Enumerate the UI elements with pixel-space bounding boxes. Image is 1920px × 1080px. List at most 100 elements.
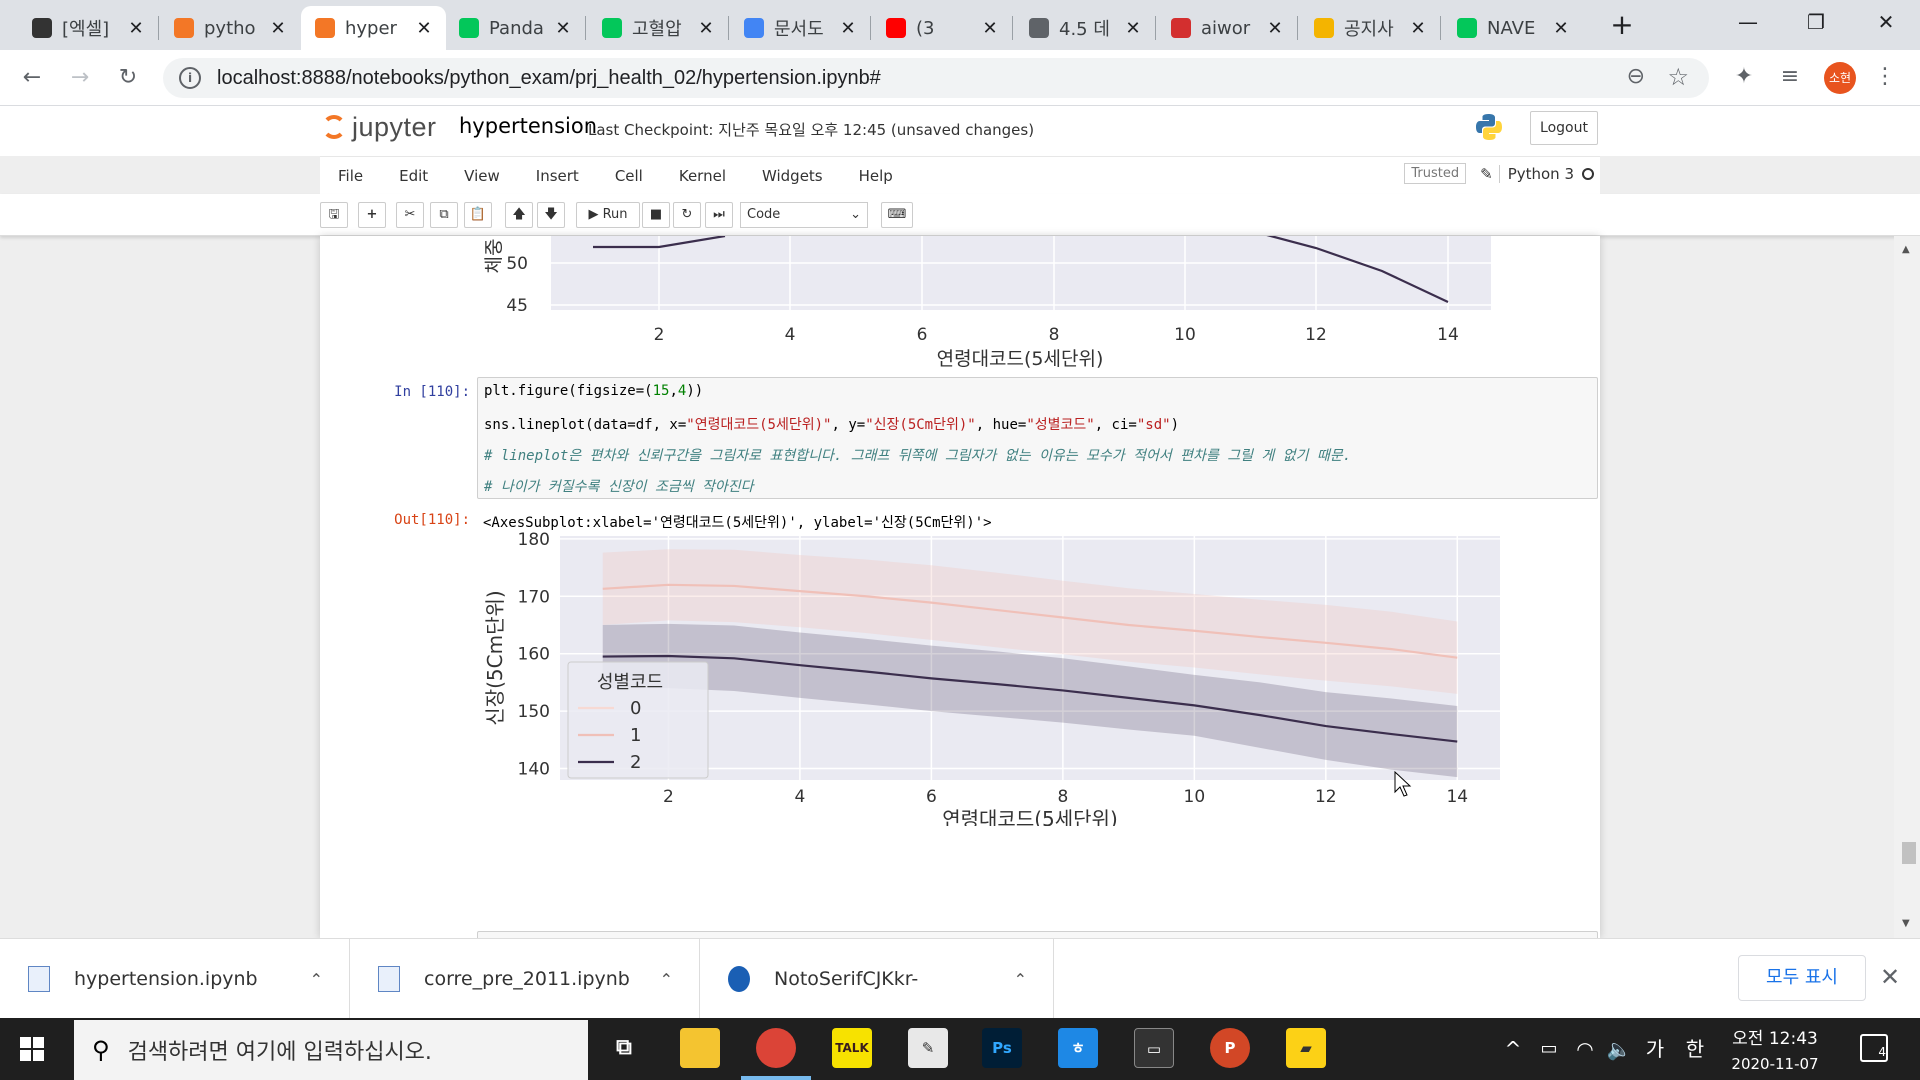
forward-arrow-icon[interactable]: → bbox=[70, 65, 90, 90]
download-item[interactable]: hypertension.ipynb ⌃ bbox=[0, 939, 350, 1019]
page-scrollbar[interactable]: ▲ ▼ bbox=[1894, 236, 1920, 938]
close-tab-icon[interactable]: ✕ bbox=[128, 17, 144, 39]
close-tab-icon[interactable]: ✕ bbox=[1267, 17, 1283, 39]
restart-icon[interactable]: ↻ bbox=[673, 202, 701, 228]
close-window-button[interactable]: ✕ bbox=[1877, 10, 1895, 34]
menu-cell[interactable]: Cell bbox=[614, 166, 643, 185]
keyboard-icon[interactable]: ⌨ bbox=[881, 202, 913, 228]
chevron-up-icon[interactable]: ⌃ bbox=[1013, 969, 1027, 989]
prev-plot-area bbox=[551, 236, 1491, 310]
tray-chevron-icon[interactable]: ^ bbox=[1504, 1037, 1522, 1061]
kernel-name[interactable]: Python 3 bbox=[1498, 164, 1574, 183]
hangul-app-icon[interactable]: ㅎ bbox=[1058, 1028, 1098, 1068]
kakaotalk-icon[interactable]: TALK bbox=[832, 1028, 872, 1068]
menu-file[interactable]: File bbox=[338, 166, 364, 185]
close-tab-icon[interactable]: ✕ bbox=[840, 17, 856, 39]
cell-type-select[interactable]: Code ⌄ bbox=[740, 202, 868, 228]
browser-tab[interactable]: 고혈압 ✕ bbox=[588, 6, 728, 50]
reload-icon[interactable]: ↻ bbox=[118, 65, 138, 90]
scroll-up-icon[interactable]: ▲ bbox=[1902, 244, 1910, 255]
zoom-icon[interactable]: ⊖ bbox=[1626, 64, 1645, 89]
close-tab-icon[interactable]: ✕ bbox=[1410, 17, 1426, 39]
task-view-icon[interactable]: ⧉ bbox=[616, 1035, 632, 1060]
browser-tab[interactable]: NAVE ✕ bbox=[1443, 6, 1583, 50]
clock[interactable]: 오전 12:43 2020-11-07 bbox=[1720, 1024, 1830, 1073]
close-tab-icon[interactable]: ✕ bbox=[698, 17, 714, 39]
photoshop-icon[interactable]: Ps bbox=[982, 1028, 1022, 1068]
trusted-badge[interactable]: Trusted bbox=[1404, 163, 1467, 184]
battery-icon[interactable]: ▭ bbox=[1540, 1038, 1558, 1059]
menu-insert[interactable]: Insert bbox=[535, 166, 579, 185]
file-explorer-icon[interactable] bbox=[680, 1028, 720, 1068]
close-tab-icon[interactable]: ✕ bbox=[982, 17, 998, 39]
pen-app-icon[interactable]: ✎ bbox=[908, 1028, 948, 1068]
move-down-icon[interactable]: 🡇 bbox=[537, 202, 565, 228]
paste-icon[interactable]: 📋 bbox=[464, 202, 492, 228]
stop-icon[interactable]: ■ bbox=[642, 202, 670, 228]
download-item[interactable]: corre_pre_2011.ipynb ⌃ bbox=[350, 939, 700, 1019]
browser-tab[interactable]: aiwor ✕ bbox=[1157, 6, 1297, 50]
extensions-icon[interactable]: ✦ bbox=[1734, 64, 1754, 89]
powerpoint-icon[interactable]: P bbox=[1210, 1028, 1250, 1068]
windows-start-icon[interactable] bbox=[20, 1037, 44, 1061]
ime-mode[interactable]: 가 bbox=[1645, 1037, 1665, 1061]
edit-pencil-icon[interactable]: ✎ bbox=[1480, 164, 1493, 183]
ime-hangul[interactable]: 한 bbox=[1685, 1037, 1705, 1061]
browser-tab[interactable]: 공지사 ✕ bbox=[1300, 6, 1440, 50]
browser-tab[interactable]: hyper ✕ bbox=[301, 6, 446, 50]
run-button[interactable]: ▶ Run bbox=[576, 202, 640, 228]
close-tab-icon[interactable]: ✕ bbox=[1125, 17, 1141, 39]
jupyter-logo[interactable]: jupyter bbox=[322, 112, 437, 143]
close-download-bar-icon[interactable]: ✕ bbox=[1880, 963, 1901, 991]
cut-icon[interactable]: ✂ bbox=[396, 202, 424, 228]
menu-dots-icon[interactable]: ⋮ bbox=[1874, 64, 1896, 89]
chrome-icon[interactable] bbox=[756, 1028, 796, 1068]
move-up-icon[interactable]: 🡅 bbox=[505, 202, 533, 228]
notebook-name[interactable]: hypertension bbox=[459, 114, 598, 138]
save-icon[interactable]: 🖫 bbox=[320, 202, 348, 228]
browser-tab[interactable]: Panda ✕ bbox=[445, 6, 585, 50]
menu-kernel[interactable]: Kernel bbox=[678, 166, 726, 185]
restore-button[interactable]: ❐ bbox=[1807, 10, 1825, 34]
browser-tab[interactable]: [엑셀] ✕ bbox=[18, 6, 158, 50]
menu-widgets[interactable]: Widgets bbox=[761, 166, 823, 185]
close-tab-icon[interactable]: ✕ bbox=[416, 17, 432, 39]
logout-button[interactable]: Logout bbox=[1530, 111, 1598, 145]
minimize-button[interactable]: — bbox=[1738, 10, 1758, 34]
menu-help[interactable]: Help bbox=[858, 166, 893, 185]
media-queue-icon[interactable]: ≡ bbox=[1780, 64, 1800, 89]
omnibox[interactable]: i localhost:8888/notebooks/python_exam/p… bbox=[163, 58, 1709, 98]
show-all-button[interactable]: 모두 표시 bbox=[1738, 955, 1866, 1001]
volume-icon[interactable]: 🔈 bbox=[1606, 1037, 1632, 1061]
wifi-icon[interactable]: ◠ bbox=[1576, 1037, 1594, 1061]
terminal-icon[interactable]: ▭ bbox=[1134, 1028, 1174, 1068]
chevron-up-icon[interactable]: ⌃ bbox=[309, 969, 323, 989]
browser-tab[interactable]: pytho ✕ bbox=[160, 6, 300, 50]
fast-forward-icon[interactable]: ⏭ bbox=[705, 202, 733, 228]
new-tab-button[interactable]: + bbox=[1610, 8, 1634, 41]
close-tab-icon[interactable]: ✕ bbox=[555, 17, 571, 39]
code-input[interactable]: plt.figure(figsize=(15,4)) sns.lineplot(… bbox=[477, 377, 1598, 499]
taskbar-search[interactable]: ⚲ 검색하려면 여기에 입력하십시오. bbox=[74, 1020, 588, 1080]
download-item[interactable]: NotoSerifCJKkr- ⌃ bbox=[700, 939, 1054, 1019]
bookmark-star-icon[interactable]: ☆ bbox=[1667, 63, 1689, 91]
scroll-down-icon[interactable]: ▼ bbox=[1902, 918, 1910, 929]
browser-tab[interactable]: 문서도 ✕ bbox=[730, 6, 870, 50]
url-text[interactable]: localhost:8888/notebooks/python_exam/prj… bbox=[217, 66, 881, 89]
sticky-notes-icon[interactable]: ▰ bbox=[1286, 1028, 1326, 1068]
next-code-input[interactable] bbox=[477, 931, 1598, 938]
notification-center-icon[interactable]: 4 bbox=[1860, 1034, 1888, 1062]
menu-edit[interactable]: Edit bbox=[399, 166, 429, 185]
scroll-thumb[interactable] bbox=[1902, 842, 1916, 864]
profile-avatar[interactable]: 소현 bbox=[1824, 62, 1856, 94]
browser-tab[interactable]: (3 ✕ bbox=[872, 6, 1012, 50]
chevron-up-icon[interactable]: ⌃ bbox=[659, 969, 673, 989]
close-tab-icon[interactable]: ✕ bbox=[1553, 17, 1569, 39]
menu-view[interactable]: View bbox=[464, 166, 500, 185]
copy-icon[interactable]: ⧉ bbox=[430, 202, 458, 228]
insert-cell-icon[interactable]: + bbox=[358, 202, 386, 228]
close-tab-icon[interactable]: ✕ bbox=[270, 17, 286, 39]
info-icon[interactable]: i bbox=[179, 67, 201, 89]
browser-tab[interactable]: 4.5 데 ✕ bbox=[1015, 6, 1155, 50]
back-arrow-icon[interactable]: ← bbox=[22, 65, 42, 90]
